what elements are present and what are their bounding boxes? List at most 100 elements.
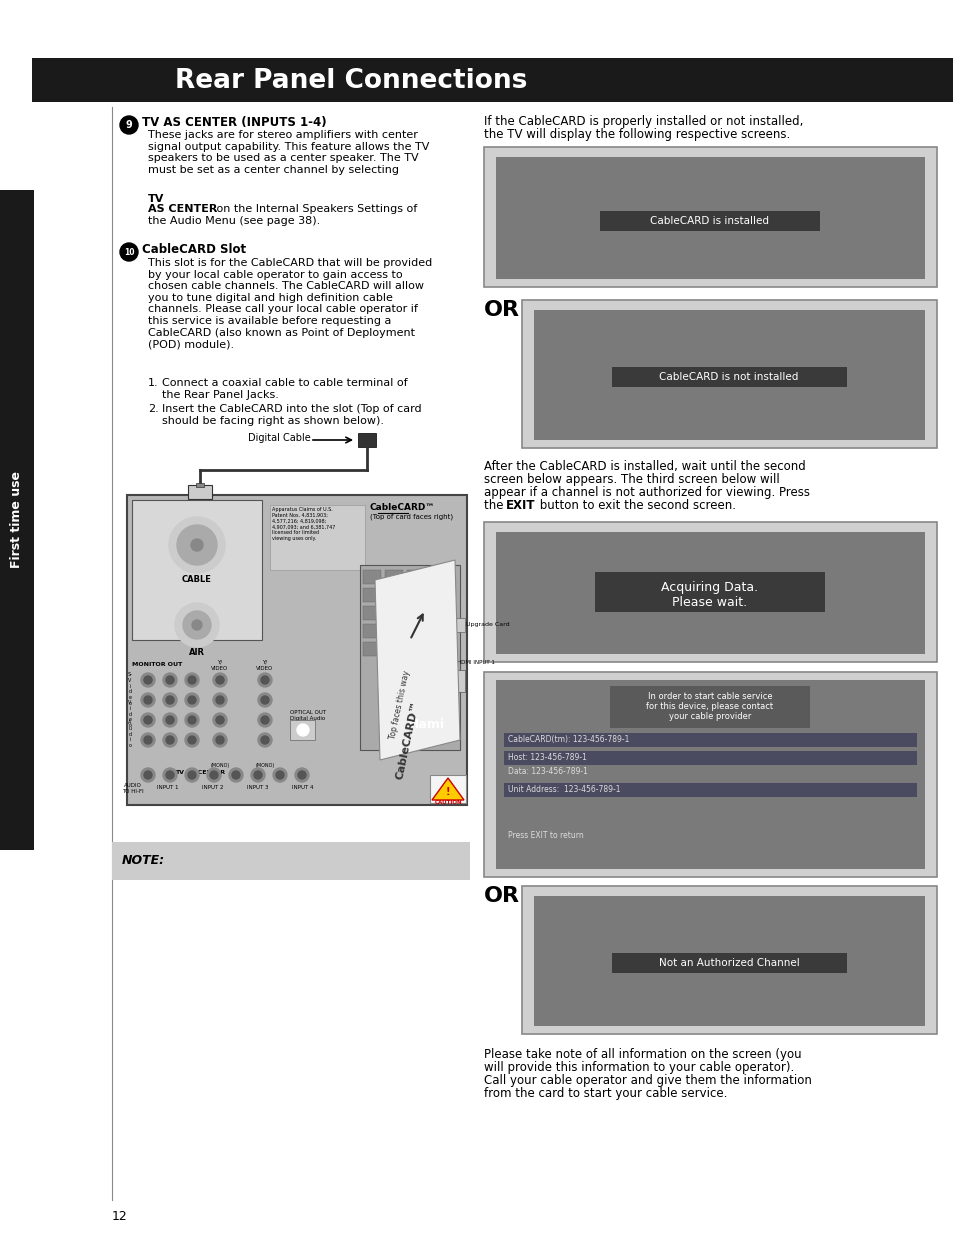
Circle shape: [120, 243, 138, 261]
Text: 12: 12: [112, 1210, 128, 1223]
Bar: [595, 572, 824, 613]
Bar: [612, 953, 846, 973]
Text: appear if a channel is not authorized for viewing. Press: appear if a channel is not authorized fo…: [483, 487, 809, 499]
Bar: [429, 588, 447, 601]
Circle shape: [192, 620, 202, 630]
Circle shape: [275, 771, 284, 779]
Text: 1.: 1.: [148, 378, 158, 388]
Text: Host: 123-456-789-1: Host: 123-456-789-1: [507, 753, 586, 762]
Bar: [407, 624, 424, 638]
Text: Hami: Hami: [409, 719, 444, 731]
Circle shape: [191, 538, 203, 551]
Circle shape: [166, 697, 173, 704]
Circle shape: [166, 771, 173, 779]
Circle shape: [257, 713, 272, 727]
Circle shape: [185, 734, 199, 747]
Text: CableCARD™: CableCARD™: [395, 700, 421, 781]
Text: will provide this information to your cable operator).: will provide this information to your ca…: [483, 1061, 794, 1074]
Circle shape: [169, 517, 225, 573]
Text: CABLE: CABLE: [182, 576, 212, 584]
Circle shape: [120, 116, 138, 135]
Polygon shape: [432, 778, 463, 800]
Circle shape: [261, 676, 269, 684]
Circle shape: [141, 673, 154, 687]
Bar: [503, 734, 916, 747]
Bar: [385, 588, 402, 601]
Text: for this device, please contact: for this device, please contact: [646, 701, 773, 711]
Text: !: !: [445, 787, 450, 797]
Circle shape: [273, 768, 287, 782]
Bar: [521, 885, 936, 1034]
Bar: [407, 642, 424, 656]
Text: In order to start cable service: In order to start cable service: [647, 692, 772, 701]
Bar: [32, 58, 953, 103]
Text: TV AS CENTER: TV AS CENTER: [174, 769, 225, 776]
Bar: [503, 751, 916, 764]
Circle shape: [296, 724, 309, 736]
Circle shape: [257, 693, 272, 706]
Circle shape: [166, 736, 173, 743]
Text: Rear Panel Connections: Rear Panel Connections: [174, 68, 527, 94]
Circle shape: [144, 771, 152, 779]
Circle shape: [210, 771, 218, 779]
Circle shape: [166, 716, 173, 724]
Bar: [363, 606, 380, 620]
Text: CableCARD Slot: CableCARD Slot: [142, 243, 246, 256]
Bar: [483, 672, 936, 877]
Bar: [385, 571, 402, 584]
Circle shape: [294, 768, 309, 782]
Bar: [483, 147, 936, 287]
Text: S-
V
i
d
e
o: S- V i d e o: [128, 672, 132, 706]
Text: OR: OR: [483, 300, 519, 320]
Text: AS CENTER: AS CENTER: [148, 204, 217, 214]
Circle shape: [215, 697, 224, 704]
Bar: [429, 642, 447, 656]
Bar: [534, 310, 924, 440]
Text: button to exit the second screen.: button to exit the second screen.: [536, 499, 735, 513]
Circle shape: [215, 716, 224, 724]
Circle shape: [257, 673, 272, 687]
Text: the Audio Menu (see page 38).: the Audio Menu (see page 38).: [148, 216, 320, 226]
Circle shape: [261, 716, 269, 724]
Text: TV: TV: [148, 194, 164, 204]
Text: Please take note of all information on the screen (you: Please take note of all information on t…: [483, 1049, 801, 1061]
Bar: [455, 671, 464, 692]
Circle shape: [141, 734, 154, 747]
Bar: [496, 532, 924, 655]
Text: on the Internal Speakers Settings of: on the Internal Speakers Settings of: [213, 204, 416, 214]
Text: After the CableCARD is installed, wait until the second: After the CableCARD is installed, wait u…: [483, 459, 805, 473]
Bar: [385, 606, 402, 620]
Text: This slot is for the CableCARD that will be provided
by your local cable operato: This slot is for the CableCARD that will…: [148, 258, 432, 350]
Text: Apparatus Claims of U.S.
Patent Nos. 4,831,903;
4,577,216; 4,819,098;
4,907,093;: Apparatus Claims of U.S. Patent Nos. 4,8…: [272, 508, 335, 541]
Text: Insert the CableCARD into the slot (Top of card
should be facing right as shown : Insert the CableCARD into the slot (Top …: [162, 404, 421, 426]
Circle shape: [163, 734, 177, 747]
Circle shape: [177, 525, 216, 564]
Circle shape: [185, 713, 199, 727]
Bar: [127, 495, 467, 805]
Bar: [359, 564, 459, 750]
Circle shape: [188, 771, 195, 779]
Text: TV AS CENTER (INPUTS 1-4): TV AS CENTER (INPUTS 1-4): [142, 116, 326, 128]
Text: screen below appears. The third screen below will: screen below appears. The third screen b…: [483, 473, 779, 487]
Circle shape: [257, 734, 272, 747]
Bar: [399, 710, 455, 740]
Text: CableCARD is not installed: CableCARD is not installed: [659, 372, 798, 382]
Text: Y/
VIDEO: Y/ VIDEO: [256, 659, 274, 671]
Bar: [429, 624, 447, 638]
Text: V
i
d
e
o: V i d e o: [128, 700, 132, 729]
Circle shape: [297, 771, 306, 779]
Text: CableCARD is installed: CableCARD is installed: [650, 216, 769, 226]
Text: Top faces this way: Top faces this way: [388, 671, 412, 740]
Circle shape: [183, 611, 211, 638]
Text: If the CableCARD is properly installed or not installed,: If the CableCARD is properly installed o…: [483, 115, 802, 128]
Bar: [385, 642, 402, 656]
Text: Press EXIT to return: Press EXIT to return: [507, 831, 583, 841]
Text: First time use: First time use: [10, 472, 24, 568]
Text: NOTE:: NOTE:: [122, 855, 165, 867]
Text: Digital Cable: Digital Cable: [248, 433, 311, 443]
Circle shape: [213, 734, 227, 747]
Circle shape: [144, 697, 152, 704]
Circle shape: [215, 676, 224, 684]
Bar: [534, 897, 924, 1026]
Bar: [188, 485, 212, 499]
